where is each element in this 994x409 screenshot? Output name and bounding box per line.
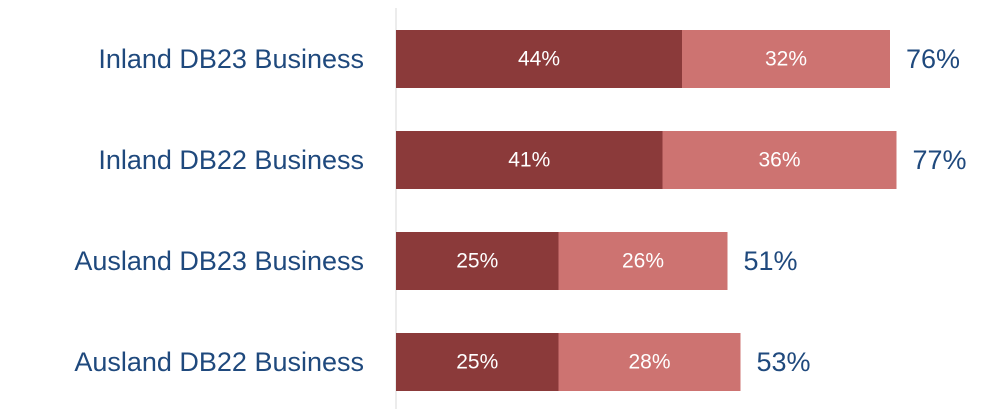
bar-value-label: 36% [758,149,800,172]
category-label: Ausland DB23 Business [74,246,364,276]
bar-segment-2 [662,131,897,189]
total-label: 76% [906,44,960,74]
bar-segment-1 [396,333,559,391]
category-label: Inland DB22 Business [98,145,364,175]
total-label: 53% [757,347,811,377]
bar-segment-2 [558,232,728,290]
bar-value-label: 41% [508,149,550,172]
category-label: Inland DB23 Business [98,44,364,74]
bar-value-label: 28% [628,351,670,374]
bar-value-label: 26% [622,250,664,273]
bar-segment-2 [682,30,890,88]
bar-value-label: 44% [518,48,560,71]
category-label: Ausland DB22 Business [74,347,364,377]
bar-value-label: 25% [456,351,498,374]
bars-group: Inland DB23 Business 44% 32% 76% Inland DB22… [74,30,967,391]
bar-segment-1 [396,131,663,189]
bar-segment-1 [396,30,682,88]
bar-value-label: 25% [456,250,498,273]
total-label: 77% [913,145,967,175]
bar-segment-1 [396,232,559,290]
bar-segment-2 [558,333,741,391]
total-label: 51% [744,246,798,276]
bar-value-label: 32% [765,48,807,71]
